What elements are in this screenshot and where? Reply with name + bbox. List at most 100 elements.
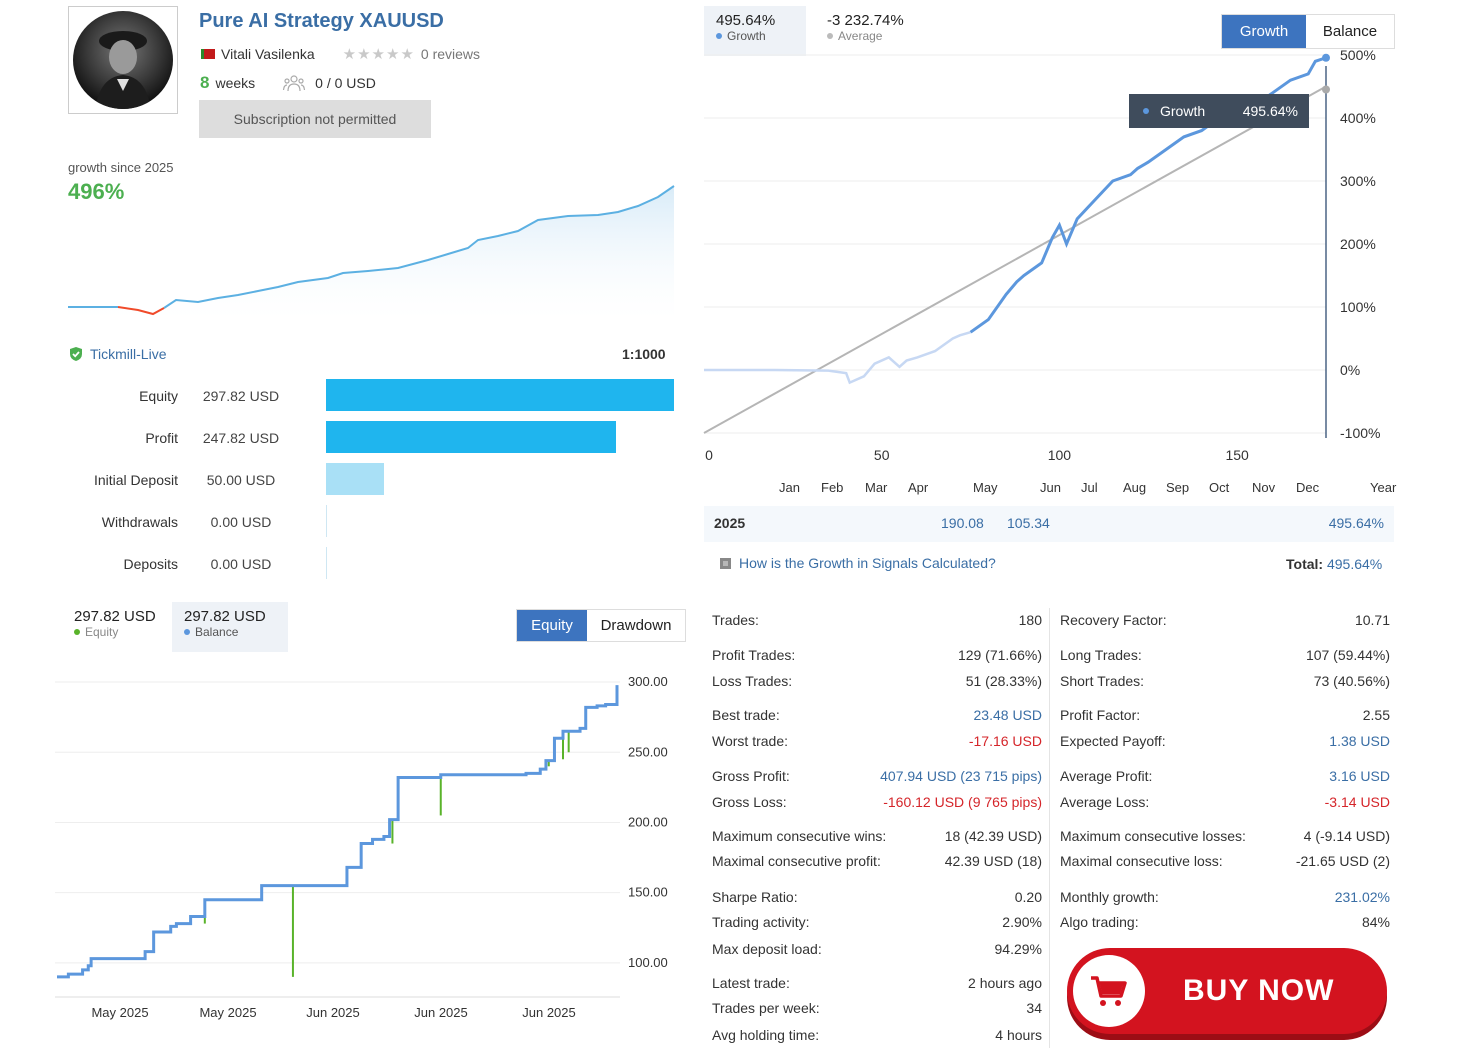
stat-label: Trades: [712, 612, 759, 628]
may-value[interactable]: 190.08 [941, 515, 984, 531]
growth-since-label: growth since 2025 [68, 160, 174, 175]
equity-pill[interactable]: 297.82 USD Equity [62, 602, 166, 652]
x-tick-label: 50 [874, 447, 890, 463]
month-header: Nov [1252, 480, 1276, 495]
stat-value: 407.94 USD (23 715 pips) [880, 768, 1042, 784]
stat-row: Avg holding time: 4 hours [712, 1027, 1042, 1047]
series-balance-line [57, 685, 619, 979]
y-tick-label: 150.00 [628, 885, 668, 900]
avatar-photo [73, 11, 173, 109]
cart-icon-circle [1073, 955, 1145, 1027]
bar-row-equity: Equity 297.82 USD [60, 379, 680, 413]
total-value: 495.64% [1326, 556, 1383, 572]
stat-value: 129 (71.66%) [957, 647, 1042, 663]
stat-value: -3.14 USD [1324, 794, 1390, 810]
year-label: 2025 [714, 515, 746, 531]
balance-pill-label: Balance [195, 625, 239, 639]
balance-pill-value: 297.82 USD [184, 608, 266, 625]
year-value[interactable]: 495.64% [1328, 515, 1384, 531]
stat-label: Average Profit: [1060, 768, 1153, 784]
bar-value: 0.00 USD [210, 556, 272, 572]
y-tick-label: 300% [1340, 173, 1376, 189]
balance-pill[interactable]: 297.82 USD Balance [172, 602, 288, 652]
strategy-title[interactable]: Pure AI Strategy XAUUSD [199, 10, 444, 32]
stat-row: Maximal consecutive profit: 42.39 USD (18… [712, 853, 1042, 873]
stat-row: Maximum consecutive wins: 18 (42.39 USD) [712, 828, 1042, 848]
author-row: Vitali Vasilenka ★★★★★ 0 reviews [201, 45, 480, 63]
stat-label: Maximal consecutive loss: [1060, 853, 1223, 869]
stat-label: Recovery Factor: [1060, 612, 1167, 628]
bar-label: Initial Deposit [93, 472, 178, 488]
y-tick-label: 400% [1340, 110, 1376, 126]
stat-label: Trades per week: [712, 1000, 820, 1016]
month-header: Mar [865, 480, 888, 495]
x-tick-label: 150 [1225, 447, 1249, 463]
stat-label: Maximum consecutive wins: [712, 828, 887, 844]
author-avatar[interactable] [68, 6, 178, 114]
y-tick-label: 300.00 [628, 674, 668, 689]
cart-icon [1091, 976, 1127, 1006]
month-header: May [973, 480, 998, 495]
growth-tooltip: Growth 495.64% [1129, 94, 1309, 128]
tab-drawdown[interactable]: Drawdown [587, 610, 685, 641]
stat-row: Long Trades: 107 (59.44%) [1060, 647, 1390, 667]
month-header: Year [1370, 480, 1397, 495]
y-tick-label: 250.00 [628, 744, 668, 759]
reviews-count[interactable]: 0 reviews [420, 46, 481, 62]
tab-balance[interactable]: Balance [1306, 15, 1394, 48]
stat-label: Average Loss: [1060, 794, 1150, 810]
month-header: Jun [1040, 480, 1061, 495]
subscription-button[interactable]: Subscription not permitted [199, 100, 431, 138]
stat-value: 94.29% [994, 941, 1042, 957]
equity-drawdown-toggle: Equity Drawdown [516, 609, 686, 642]
weeks-row: 8 weeks 0 / 0 USD [200, 73, 376, 93]
stats-divider [1049, 608, 1050, 1048]
bar-fill [326, 421, 616, 453]
calc-link[interactable]: How is the Growth in Signals Calculated? [739, 555, 996, 571]
stat-value: 51 (28.33%) [965, 673, 1042, 689]
bar-row-deposits: Deposits 0.00 USD [60, 547, 680, 581]
total-row: Total: 495.64% [1286, 556, 1382, 572]
stat-row: Worst trade: -17.16 USD [712, 733, 1042, 753]
growth-pill[interactable]: 495.64% Growth [704, 6, 806, 56]
average-pill[interactable]: -3 232.74% Average [815, 6, 935, 56]
broker[interactable]: Tickmill-Live [68, 346, 166, 362]
bar-fill [326, 379, 674, 411]
tab-growth[interactable]: Growth [1222, 15, 1306, 48]
stat-row: Trading activity: 2.90% [712, 914, 1042, 934]
stat-value: 2 hours ago [968, 975, 1042, 991]
series-average-line [703, 85, 1327, 434]
stat-row: Latest trade: 2 hours ago [712, 975, 1042, 995]
stat-row: Short Trades: 73 (40.56%) [1060, 673, 1390, 693]
rating-stars-icon: ★★★★★ [342, 46, 415, 63]
jun-value[interactable]: 105.34 [1007, 515, 1050, 531]
stat-row: Loss Trades: 51 (28.33%) [712, 673, 1042, 693]
subscribers-count: 0 / 0 USD [315, 75, 376, 91]
series-growth-line-early [704, 331, 971, 385]
stat-label: Worst trade: [712, 733, 788, 749]
stat-label: Long Trades: [1060, 647, 1142, 663]
month-header: Feb [821, 480, 844, 495]
buy-now-button[interactable]: BUY NOW [1067, 948, 1387, 1034]
stat-value: 23.48 USD [973, 707, 1042, 723]
stat-label: Max deposit load: [712, 941, 822, 957]
stat-label: Sharpe Ratio: [712, 889, 798, 905]
stat-label: Gross Profit: [712, 768, 790, 784]
tooltip-box [1129, 94, 1309, 128]
growth-endpoint [1322, 53, 1330, 62]
broker-name[interactable]: Tickmill-Live [90, 346, 167, 362]
calc-link-row[interactable]: How is the Growth in Signals Calculated? [720, 555, 996, 571]
balance-dot-icon [184, 629, 190, 635]
weeks-label: weeks [215, 75, 256, 91]
tab-equity[interactable]: Equity [517, 610, 587, 641]
people-icon [283, 74, 306, 92]
mini-growth-chart [68, 185, 675, 320]
stat-row: Trades: 180 [712, 612, 1042, 632]
stat-label: Profit Trades: [712, 647, 796, 663]
stat-value: -160.12 USD (9 765 pips) [883, 794, 1042, 810]
stat-label: Latest trade: [712, 975, 790, 991]
month-header: Dec [1296, 480, 1320, 495]
bar-row-profit: Profit 247.82 USD [60, 421, 680, 455]
stat-value: 180 [1018, 612, 1042, 628]
author-name[interactable]: Vitali Vasilenka [221, 46, 315, 62]
